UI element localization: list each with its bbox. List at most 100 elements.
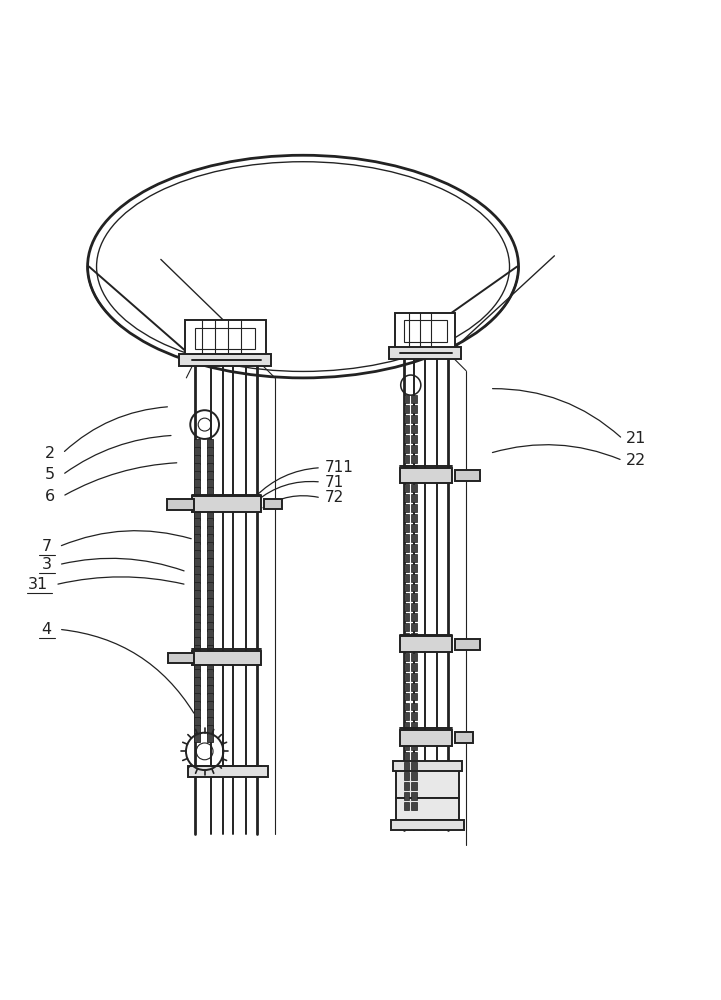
Bar — [412, 395, 417, 403]
Bar — [194, 439, 200, 448]
Bar — [389, 347, 461, 359]
Bar — [194, 526, 200, 536]
Bar — [194, 550, 200, 559]
Bar — [188, 766, 267, 777]
Bar — [207, 518, 213, 528]
Bar — [194, 653, 200, 663]
Bar — [412, 425, 417, 433]
Bar — [194, 487, 200, 496]
Text: 71: 71 — [324, 475, 344, 490]
Bar — [404, 683, 409, 691]
Bar — [207, 709, 213, 718]
Bar — [455, 639, 480, 650]
Bar — [194, 566, 200, 575]
Bar — [194, 495, 200, 504]
Bar — [207, 669, 213, 679]
Bar — [194, 598, 200, 607]
Bar — [412, 455, 417, 463]
Bar — [194, 518, 200, 528]
Bar — [194, 717, 200, 726]
Bar — [207, 701, 213, 710]
Bar — [185, 320, 266, 360]
Text: 72: 72 — [324, 490, 344, 505]
Bar — [412, 802, 417, 810]
Bar — [404, 633, 409, 641]
Bar — [207, 471, 213, 480]
Text: 5: 5 — [45, 467, 56, 482]
Bar — [404, 574, 409, 582]
Bar — [194, 582, 200, 591]
Bar — [194, 622, 200, 631]
Bar — [404, 544, 409, 552]
Bar — [207, 526, 213, 536]
Bar — [192, 651, 261, 665]
Bar — [207, 439, 213, 448]
Bar — [194, 701, 200, 710]
Bar — [207, 582, 213, 591]
Bar — [412, 603, 417, 611]
Bar — [168, 653, 194, 663]
Bar — [207, 717, 213, 726]
Bar — [400, 468, 452, 483]
Bar — [400, 636, 452, 652]
Bar — [412, 445, 417, 453]
Bar — [207, 455, 213, 464]
Bar — [194, 693, 200, 702]
Bar — [412, 554, 417, 562]
Bar — [412, 693, 417, 700]
Bar — [412, 544, 417, 552]
Bar — [404, 465, 409, 472]
Bar — [412, 772, 417, 780]
Bar — [404, 603, 409, 611]
Bar — [404, 732, 409, 740]
Bar — [404, 752, 409, 760]
Bar — [404, 405, 409, 413]
Bar — [207, 487, 213, 496]
Bar — [194, 471, 200, 480]
Bar — [404, 693, 409, 700]
Bar — [404, 762, 409, 770]
Ellipse shape — [87, 155, 518, 378]
Bar — [207, 479, 213, 488]
Bar — [207, 693, 213, 702]
Bar — [265, 499, 282, 509]
Bar — [207, 629, 213, 639]
Bar — [207, 614, 213, 623]
Bar — [412, 633, 417, 641]
Bar — [412, 742, 417, 750]
Bar — [207, 653, 213, 663]
Bar — [194, 645, 200, 655]
Bar — [412, 703, 417, 710]
Bar — [412, 484, 417, 492]
Bar — [207, 447, 213, 456]
Bar — [404, 663, 409, 671]
Bar — [194, 733, 200, 742]
Bar — [404, 435, 409, 443]
Bar — [412, 574, 417, 582]
Bar — [395, 313, 455, 353]
Bar — [393, 761, 462, 771]
Bar — [167, 499, 194, 510]
Bar — [412, 613, 417, 621]
Bar — [412, 474, 417, 482]
Text: 7: 7 — [42, 539, 52, 554]
Text: 711: 711 — [324, 460, 353, 475]
Bar — [194, 455, 200, 464]
Bar — [404, 415, 409, 423]
Bar — [404, 395, 409, 403]
Bar — [207, 558, 213, 567]
Bar — [412, 712, 417, 720]
Bar — [455, 470, 480, 481]
Text: 6: 6 — [45, 489, 56, 504]
Bar — [412, 564, 417, 572]
Bar — [412, 534, 417, 542]
Bar — [207, 637, 213, 647]
Text: 3: 3 — [42, 557, 52, 572]
Bar — [404, 623, 409, 631]
Bar — [412, 782, 417, 790]
Bar — [207, 733, 213, 742]
Bar — [404, 584, 409, 591]
Bar — [400, 730, 452, 746]
Bar — [207, 463, 213, 472]
Bar — [194, 725, 200, 734]
